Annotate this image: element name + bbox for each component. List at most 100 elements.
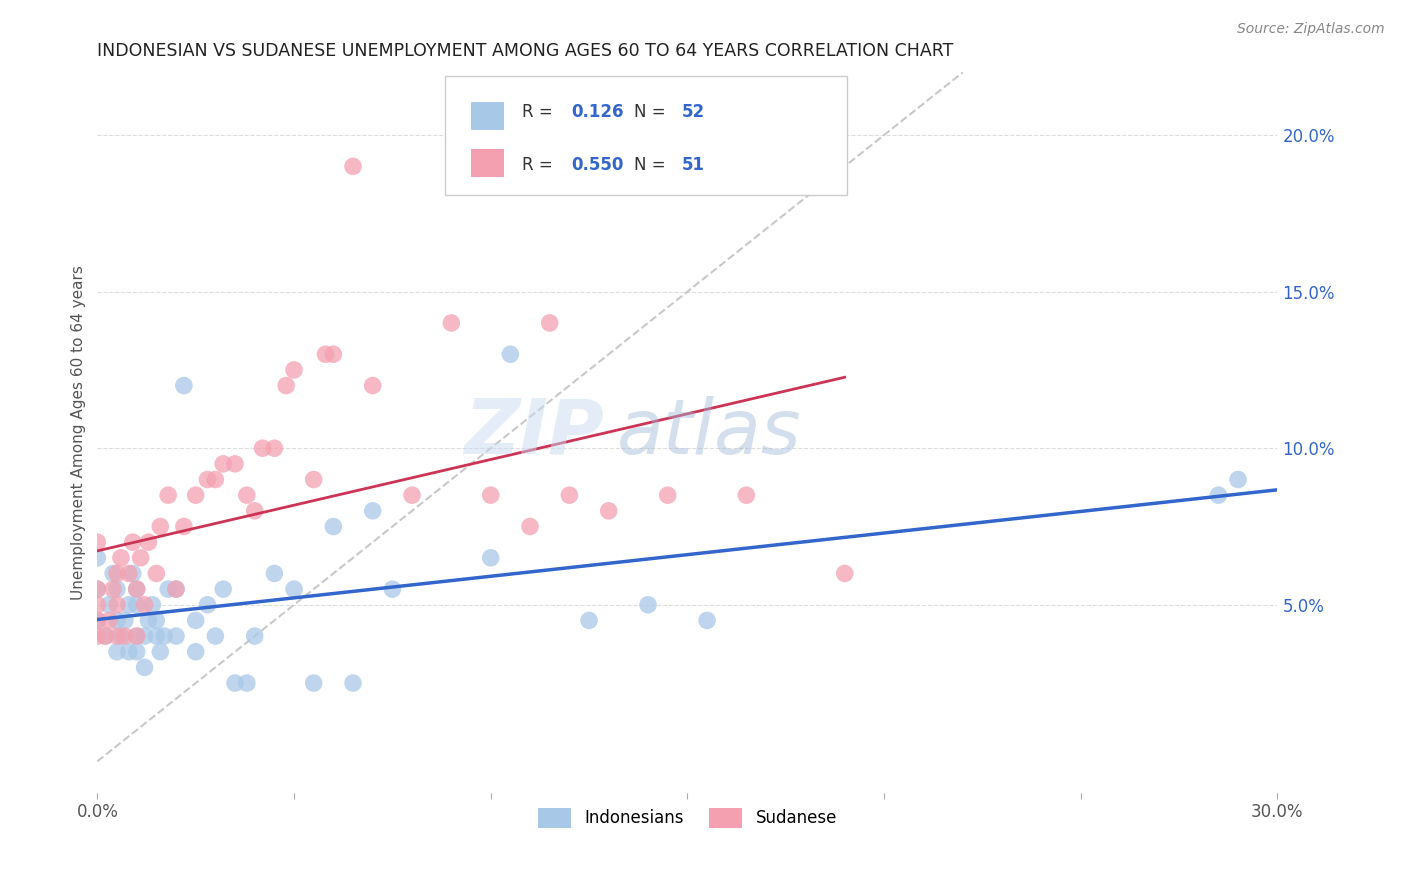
Point xyxy=(165,582,187,596)
Text: 52: 52 xyxy=(682,103,704,121)
Point xyxy=(204,629,226,643)
Point xyxy=(342,160,364,174)
Point xyxy=(145,629,167,643)
Point xyxy=(197,598,219,612)
Text: 0.126: 0.126 xyxy=(572,103,624,121)
Point xyxy=(1227,473,1250,487)
Point xyxy=(243,629,266,643)
Y-axis label: Unemployment Among Ages 60 to 64 years: Unemployment Among Ages 60 to 64 years xyxy=(72,265,86,600)
Point xyxy=(134,629,156,643)
Point xyxy=(134,598,156,612)
Point xyxy=(114,614,136,628)
Point xyxy=(243,504,266,518)
Text: atlas: atlas xyxy=(617,395,801,469)
Text: N =: N = xyxy=(634,156,671,174)
Point xyxy=(283,582,305,596)
Point xyxy=(361,378,384,392)
Point xyxy=(302,676,325,690)
Point xyxy=(121,535,143,549)
Point xyxy=(94,629,117,643)
Point xyxy=(578,614,600,628)
Point xyxy=(401,488,423,502)
Point xyxy=(105,645,128,659)
Point xyxy=(212,582,235,596)
Text: R =: R = xyxy=(522,156,558,174)
Point xyxy=(184,645,207,659)
Point xyxy=(197,473,219,487)
Point xyxy=(134,660,156,674)
Point xyxy=(276,378,298,392)
Point xyxy=(118,598,141,612)
Point xyxy=(86,614,108,628)
Point xyxy=(110,629,132,643)
Point xyxy=(157,488,180,502)
Point xyxy=(153,629,176,643)
Point xyxy=(149,519,172,533)
Point xyxy=(236,676,259,690)
Point xyxy=(1208,488,1230,502)
Point xyxy=(322,347,344,361)
Point xyxy=(105,614,128,628)
Point xyxy=(834,566,856,581)
Point xyxy=(86,582,108,596)
Point xyxy=(173,378,195,392)
Text: R =: R = xyxy=(522,103,558,121)
Point xyxy=(184,488,207,502)
Legend: Indonesians, Sudanese: Indonesians, Sudanese xyxy=(531,801,844,835)
Point xyxy=(696,614,718,628)
Text: Source: ZipAtlas.com: Source: ZipAtlas.com xyxy=(1237,22,1385,37)
Point xyxy=(141,598,163,612)
Point xyxy=(86,550,108,565)
Point xyxy=(105,582,128,596)
Point xyxy=(105,598,128,612)
Point xyxy=(538,316,561,330)
Point xyxy=(236,488,259,502)
Point xyxy=(440,316,463,330)
Text: ZIP: ZIP xyxy=(465,395,605,469)
Point xyxy=(204,473,226,487)
Point xyxy=(98,598,121,612)
Text: 51: 51 xyxy=(682,156,704,174)
Point xyxy=(598,504,620,518)
Point xyxy=(315,347,337,361)
Point xyxy=(105,566,128,581)
Point xyxy=(125,629,148,643)
Point xyxy=(165,629,187,643)
Point xyxy=(263,566,285,581)
Point xyxy=(479,488,502,502)
Point xyxy=(129,550,152,565)
Point xyxy=(224,457,246,471)
Point xyxy=(657,488,679,502)
Point xyxy=(98,614,121,628)
Point xyxy=(86,598,108,612)
Point xyxy=(145,566,167,581)
Point xyxy=(125,598,148,612)
Point xyxy=(118,566,141,581)
Point xyxy=(302,473,325,487)
Point xyxy=(149,645,172,659)
Point xyxy=(735,488,758,502)
Point xyxy=(252,441,274,455)
FancyBboxPatch shape xyxy=(471,102,505,130)
Point xyxy=(165,582,187,596)
Point xyxy=(212,457,235,471)
Point xyxy=(86,535,108,549)
Point xyxy=(110,550,132,565)
Point xyxy=(86,582,108,596)
Point xyxy=(125,629,148,643)
Text: 0.550: 0.550 xyxy=(572,156,624,174)
Point xyxy=(138,535,160,549)
Point xyxy=(101,582,124,596)
Point xyxy=(322,519,344,533)
Text: INDONESIAN VS SUDANESE UNEMPLOYMENT AMONG AGES 60 TO 64 YEARS CORRELATION CHART: INDONESIAN VS SUDANESE UNEMPLOYMENT AMON… xyxy=(97,42,953,60)
Point xyxy=(86,629,108,643)
Point xyxy=(145,614,167,628)
Point xyxy=(101,566,124,581)
Point xyxy=(86,614,108,628)
Point xyxy=(125,582,148,596)
FancyBboxPatch shape xyxy=(471,149,505,178)
Point xyxy=(479,550,502,565)
Point xyxy=(381,582,404,596)
Point xyxy=(138,614,160,628)
FancyBboxPatch shape xyxy=(446,76,846,194)
